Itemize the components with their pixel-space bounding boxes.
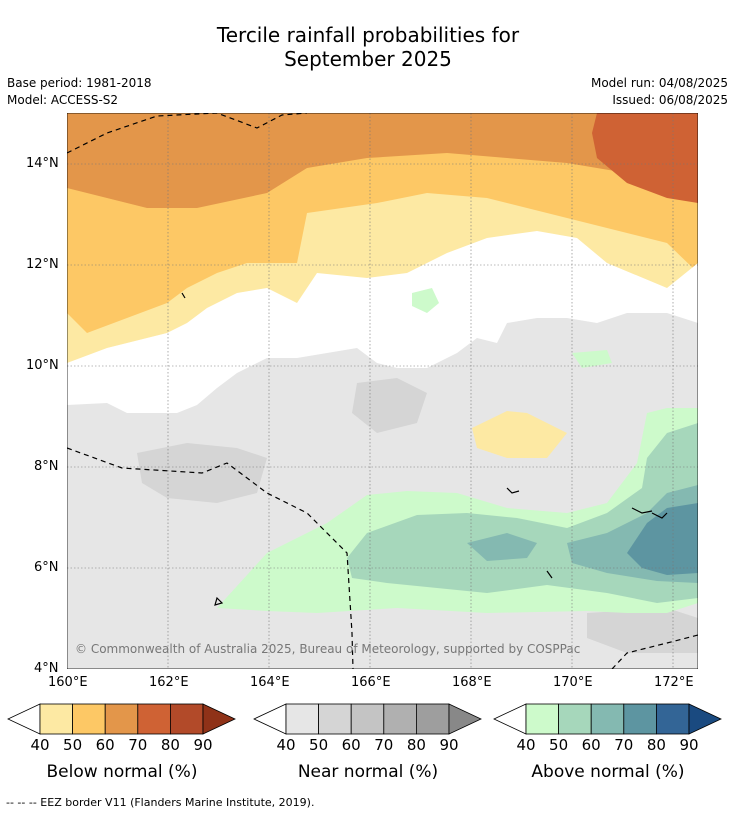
colorbar-tick-label: 40 bbox=[516, 736, 536, 754]
colorbar-arrow-high bbox=[688, 703, 722, 735]
colorbar-tick-label: 70 bbox=[128, 736, 148, 754]
colorbar-below-normal-title: Below normal (%) bbox=[46, 762, 198, 782]
region-below-70 bbox=[592, 113, 698, 203]
base-period: Base period: 1981-2018 bbox=[7, 76, 152, 90]
colorbar-segment bbox=[415, 703, 450, 735]
lon-label-160e: 160°E bbox=[48, 675, 88, 690]
colorbar-tick-label: 50 bbox=[63, 736, 83, 754]
colorbar-arrow-high bbox=[448, 703, 482, 735]
chart-title-line1: Tercile rainfall probabilities for bbox=[216, 23, 520, 47]
lon-label-168e: 168°E bbox=[452, 675, 492, 690]
forecast-map: © Commonwealth of Australia 2025, Bureau… bbox=[67, 113, 698, 669]
colorbar-tick-label: 70 bbox=[374, 736, 394, 754]
gridlines bbox=[67, 113, 698, 669]
region-near-50-b bbox=[352, 378, 427, 433]
colorbar-segment bbox=[558, 703, 592, 735]
colorbar-tick-label: 90 bbox=[679, 736, 699, 754]
model-name: Model: ACCESS-S2 bbox=[7, 93, 119, 107]
colorbar-segment bbox=[590, 703, 625, 735]
colorbar-below-normal bbox=[7, 703, 236, 735]
colorbar-above-normal-title: Above normal (%) bbox=[531, 762, 685, 782]
region-above-60 bbox=[467, 533, 537, 561]
colorbar-tick-label: 50 bbox=[309, 736, 329, 754]
colorbar-tick-label: 80 bbox=[406, 736, 426, 754]
region-above-70 bbox=[627, 503, 698, 575]
colorbar-above-normal bbox=[493, 703, 722, 735]
colorbar-tick-label: 90 bbox=[439, 736, 459, 754]
issued-date: Issued: 06/08/2025 bbox=[612, 93, 728, 107]
colorbar-segment bbox=[350, 703, 385, 735]
colorbar-arrow-low bbox=[493, 703, 527, 735]
colorbar-segment bbox=[104, 703, 139, 735]
colorbar-tick-label: 80 bbox=[646, 736, 666, 754]
colorbar-segment bbox=[285, 703, 319, 735]
region-below-60 bbox=[67, 113, 698, 208]
colorbar-segment bbox=[525, 703, 559, 735]
lat-label-14n: 14°N bbox=[26, 156, 59, 171]
colorbar-near-normal bbox=[253, 703, 482, 735]
colorbar-tick-label: 40 bbox=[276, 736, 296, 754]
colorbar-tick-label: 70 bbox=[614, 736, 634, 754]
colorbar-segment bbox=[72, 703, 106, 735]
colorbar-tick-label: 50 bbox=[549, 736, 569, 754]
colorbar-tick-label: 40 bbox=[30, 736, 50, 754]
colorbar-tick-label: 60 bbox=[341, 736, 361, 754]
lat-label-4n: 4°N bbox=[34, 661, 59, 676]
lon-label-164e: 164°E bbox=[250, 675, 290, 690]
lon-label-172e: 172°E bbox=[654, 675, 694, 690]
colorbar-arrow-low bbox=[253, 703, 287, 735]
colorbar-arrow-low bbox=[7, 703, 41, 735]
lat-label-10n: 10°N bbox=[26, 358, 59, 373]
colorbar-segment bbox=[318, 703, 352, 735]
colorbar-tick-label: 60 bbox=[581, 736, 601, 754]
copyright-text: © Commonwealth of Australia 2025, Bureau… bbox=[75, 642, 580, 656]
region-above-40-c bbox=[572, 350, 612, 368]
colorbar-segment bbox=[623, 703, 657, 735]
lat-label-6n: 6°N bbox=[34, 560, 59, 575]
colorbar-segment bbox=[39, 703, 73, 735]
islands bbox=[181, 292, 668, 606]
colorbar-tick-label: 60 bbox=[95, 736, 115, 754]
colorbar-arrow-high bbox=[202, 703, 236, 735]
lon-label-166e: 166°E bbox=[351, 675, 391, 690]
region-below-40-island bbox=[472, 411, 567, 458]
colorbar-tick-label: 90 bbox=[193, 736, 213, 754]
lon-label-170e: 170°E bbox=[553, 675, 593, 690]
lon-label-162e: 162°E bbox=[149, 675, 189, 690]
colorbar-segment bbox=[383, 703, 417, 735]
eez-footnote: -- -- -- EEZ border V11 (Flanders Marine… bbox=[6, 796, 315, 809]
eez-borders bbox=[67, 113, 698, 669]
colorbar-tick-label: 80 bbox=[160, 736, 180, 754]
colorbar-segment bbox=[655, 703, 690, 735]
region-above-40-b bbox=[412, 288, 439, 313]
model-run: Model run: 04/08/2025 bbox=[590, 76, 728, 90]
lat-label-12n: 12°N bbox=[26, 257, 59, 272]
colorbar-segment bbox=[137, 703, 171, 735]
chart-title-line2: September 2025 bbox=[284, 47, 452, 71]
colorbar-segment bbox=[169, 703, 204, 735]
colorbar-near-normal-title: Near normal (%) bbox=[297, 762, 439, 782]
lat-label-8n: 8°N bbox=[34, 459, 59, 474]
